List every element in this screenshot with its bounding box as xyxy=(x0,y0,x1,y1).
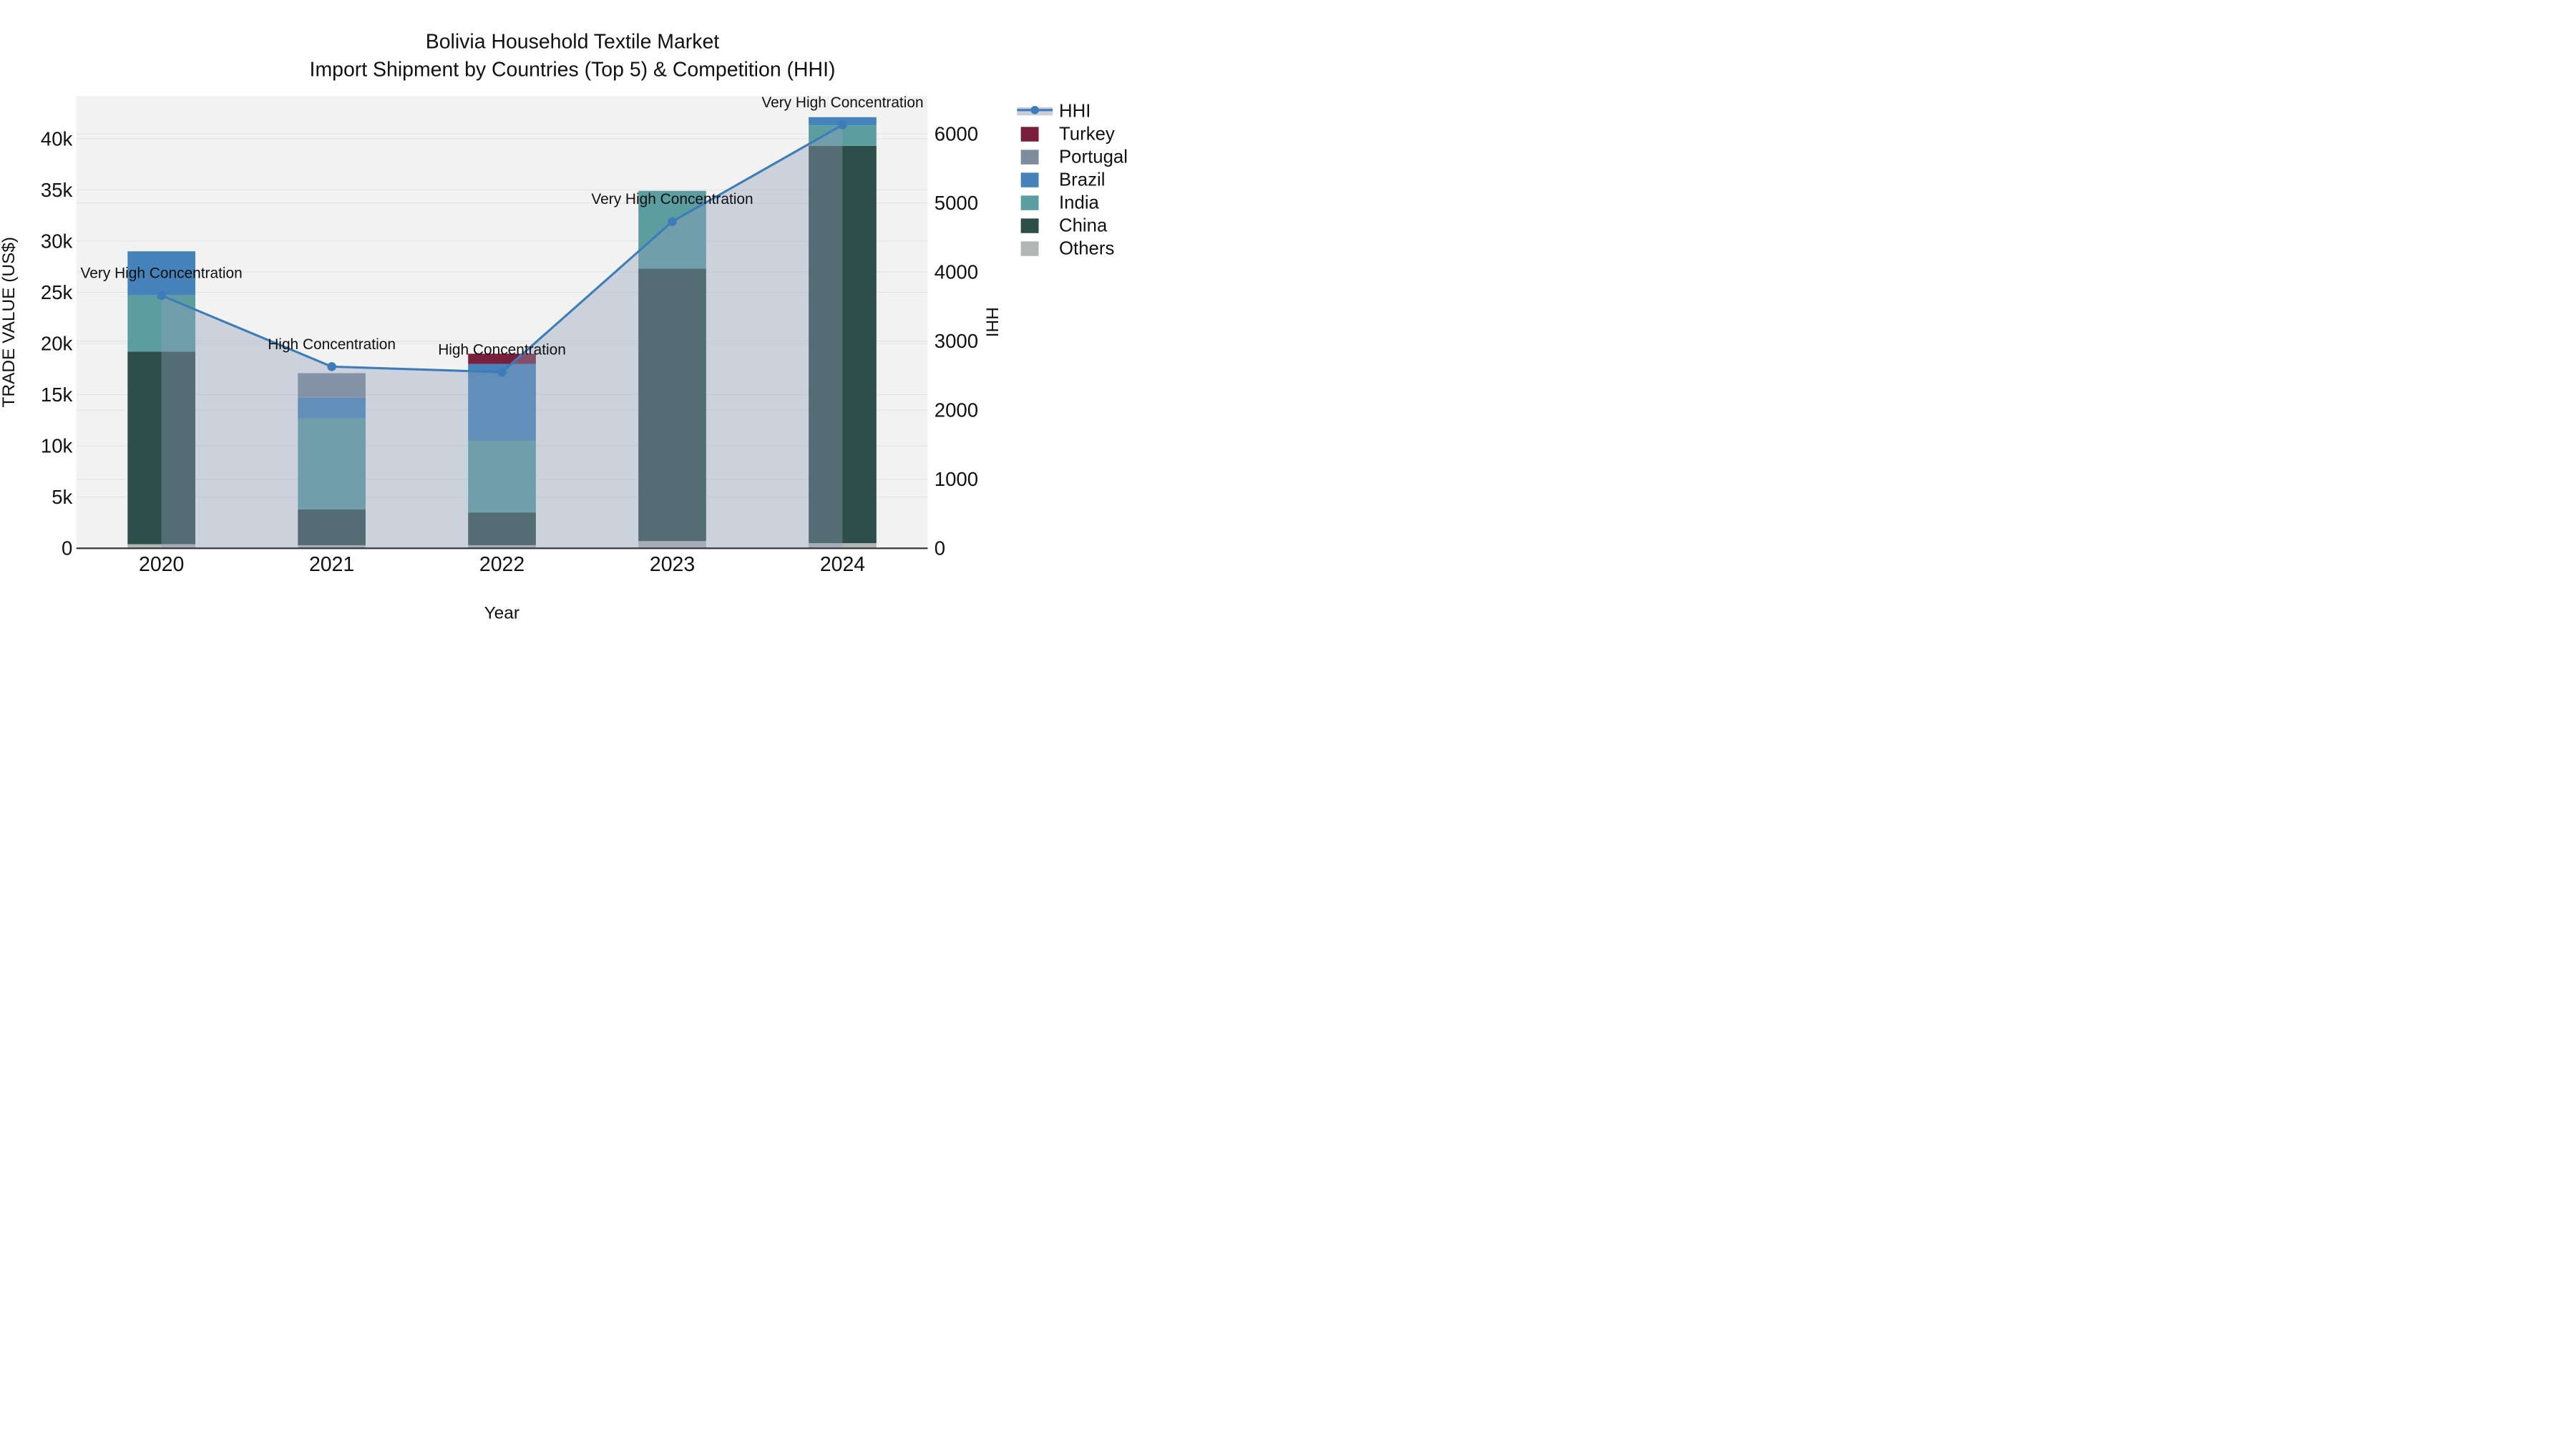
legend-item-Portugal[interactable]: Portugal xyxy=(1020,147,1128,167)
y-right-tick: 1000 xyxy=(935,468,978,490)
bar-2021-India[interactable] xyxy=(298,418,366,509)
chart-title-line1: Bolivia Household Textile Market xyxy=(426,31,720,54)
hhi-marker-2020[interactable] xyxy=(157,291,166,301)
legend-item-HHI[interactable]: HHI xyxy=(1017,102,1091,122)
y-right-tick: 6000 xyxy=(935,123,978,145)
chart-title-line2: Import Shipment by Countries (Top 5) & C… xyxy=(310,59,836,82)
hhi-line-group xyxy=(157,120,847,377)
chart-canvas: 0 5k 10k 15k 20k 25k 30k 35k 40k 0 1000 2000 3000 40… xyxy=(0,31,1128,623)
x-ticks: 2020 2021 2022 2023 2024 xyxy=(139,553,865,576)
legend-swatch-China xyxy=(1020,218,1039,233)
bar-2020-Others[interactable] xyxy=(127,544,195,549)
y-left-tick: 30k xyxy=(41,230,73,252)
hhi-marker-2022[interactable] xyxy=(497,367,507,377)
hhi-marker-2024[interactable] xyxy=(838,120,847,130)
legend-label: HHI xyxy=(1059,102,1091,122)
bar-2021-China[interactable] xyxy=(298,509,366,545)
bar-2020-Brazil[interactable] xyxy=(127,251,195,296)
legend-swatch-Turkey xyxy=(1020,127,1039,142)
bar-2021-Others[interactable] xyxy=(298,545,366,549)
legend-swatch-Brazil xyxy=(1020,172,1039,187)
annotation-label: Very High Concentration xyxy=(81,265,243,282)
x-tick: 2024 xyxy=(820,553,865,576)
annotations: Very High Concentration High Concentratio… xyxy=(81,94,924,358)
y-left-tick: 20k xyxy=(41,333,73,355)
annotation-label: High Concentration xyxy=(268,336,396,353)
y-right-axis-label: HHI xyxy=(982,307,1002,337)
bar-2024-Others[interactable] xyxy=(809,543,877,549)
legend-label: Brazil xyxy=(1059,170,1105,190)
bar-2022-China[interactable] xyxy=(468,512,536,545)
bar-2021-Brazil[interactable] xyxy=(298,397,366,419)
legend-item-Brazil[interactable]: Brazil xyxy=(1020,170,1106,190)
y-left-ticks: 0 5k 10k 15k 20k 25k 30k 35k 40k xyxy=(41,127,73,559)
bar-2022-Brazil[interactable] xyxy=(468,364,536,441)
y-right-tick: 2000 xyxy=(935,399,978,421)
hhi-marker-2021[interactable] xyxy=(327,362,336,371)
y-right-ticks: 0 1000 2000 3000 4000 5000 6000 xyxy=(935,123,978,560)
bar-2022-India[interactable] xyxy=(468,440,536,513)
y-right-tick: 5000 xyxy=(935,192,978,214)
legend-label: China xyxy=(1059,216,1108,236)
x-tick: 2021 xyxy=(309,553,354,576)
legend-hhi-marker xyxy=(1030,106,1039,114)
stacked-bars xyxy=(127,117,877,549)
y-left-tick: 0 xyxy=(62,537,72,560)
bar-2020-China[interactable] xyxy=(127,351,195,545)
y-left-tick: 40k xyxy=(41,127,73,150)
bar-2024-China[interactable] xyxy=(809,145,877,544)
bar-2022-Others[interactable] xyxy=(468,545,536,549)
legend-label: India xyxy=(1059,193,1100,213)
bar-2023-India[interactable] xyxy=(638,190,706,269)
x-tick: 2023 xyxy=(650,553,695,576)
y-right-tick: 0 xyxy=(935,537,945,560)
bar-2023-Others[interactable] xyxy=(638,541,706,549)
hhi-area-group xyxy=(161,125,843,549)
legend-item-Others[interactable]: Others xyxy=(1020,239,1115,259)
legend-label: Others xyxy=(1059,239,1114,259)
legend-item-Turkey[interactable]: Turkey xyxy=(1020,125,1115,145)
chart-figure: 0 5k 10k 15k 20k 25k 30k 35k 40k 0 1000 2000 3000 40… xyxy=(0,0,1145,644)
legend-swatch-India xyxy=(1020,195,1039,210)
legend-swatch-Portugal xyxy=(1020,150,1039,165)
annotation-label: Very High Concentration xyxy=(591,191,753,208)
x-tick: 2022 xyxy=(479,553,525,576)
legend-swatch-Others xyxy=(1020,241,1039,256)
annotation-label: High Concentration xyxy=(438,342,566,358)
legend-label: Portugal xyxy=(1059,147,1128,167)
y-left-tick: 5k xyxy=(52,486,72,508)
y-left-tick: 25k xyxy=(41,281,73,303)
legend-item-China[interactable]: China xyxy=(1020,216,1108,236)
legend-label: Turkey xyxy=(1059,125,1115,145)
x-tick: 2020 xyxy=(139,553,184,576)
y-right-tick: 4000 xyxy=(935,261,978,283)
legend-item-India[interactable]: India xyxy=(1020,193,1100,213)
y-left-axis-label: TRADE VALUE (US$) xyxy=(0,237,19,408)
bar-2023-China[interactable] xyxy=(638,268,706,542)
y-left-tick: 15k xyxy=(41,384,73,406)
hhi-marker-2023[interactable] xyxy=(668,217,677,226)
x-axis-label: Year xyxy=(484,603,519,623)
y-left-tick: 10k xyxy=(41,435,73,457)
y-left-tick: 35k xyxy=(41,179,73,201)
hhi-area[interactable] xyxy=(161,125,843,549)
bar-2021-Portugal[interactable] xyxy=(298,373,366,398)
annotation-label: Very High Concentration xyxy=(761,94,923,111)
y-right-tick: 3000 xyxy=(935,330,978,352)
